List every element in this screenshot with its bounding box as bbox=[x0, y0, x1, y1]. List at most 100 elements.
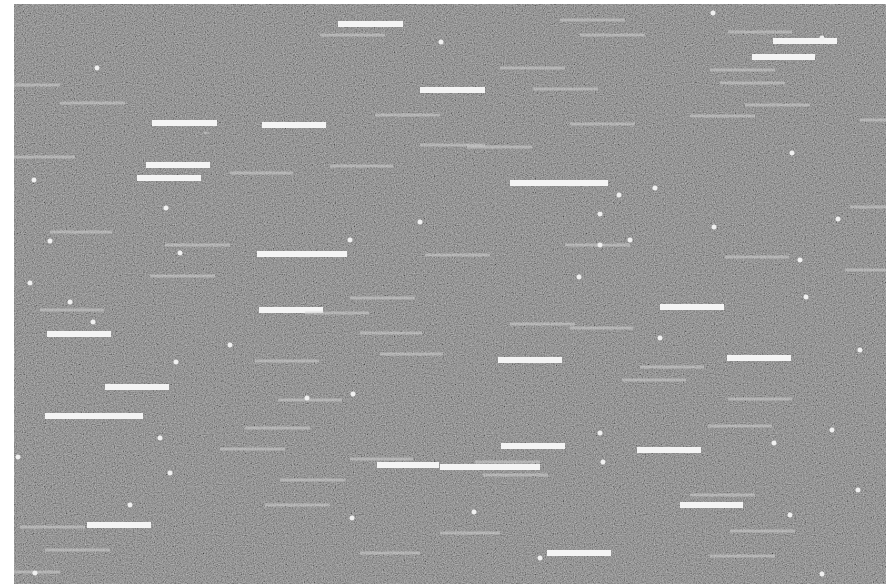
bright-streak bbox=[773, 38, 837, 44]
bright-streak bbox=[257, 251, 347, 257]
star bbox=[350, 391, 356, 397]
faint-streak bbox=[483, 473, 548, 477]
star bbox=[304, 395, 310, 401]
bright-streak bbox=[137, 175, 201, 181]
bright-streak bbox=[262, 122, 326, 128]
bright-streak bbox=[87, 522, 151, 528]
faint-streak bbox=[690, 493, 755, 497]
bright-streak bbox=[752, 54, 815, 60]
faint-streak bbox=[860, 118, 886, 122]
streaks bbox=[14, 10, 886, 577]
bright-streak bbox=[501, 443, 565, 449]
star bbox=[227, 342, 233, 348]
faint-streak bbox=[745, 103, 810, 107]
star bbox=[829, 427, 835, 433]
faint-streak bbox=[510, 322, 575, 326]
star bbox=[167, 470, 173, 476]
bright-streak bbox=[680, 502, 743, 508]
faint-streak bbox=[475, 460, 540, 464]
faint-streak bbox=[14, 83, 60, 87]
star bbox=[32, 570, 38, 576]
faint-star bbox=[206, 131, 210, 135]
bright-streak bbox=[377, 462, 439, 468]
star bbox=[31, 177, 37, 183]
star bbox=[771, 440, 777, 446]
bright-streak bbox=[47, 331, 111, 337]
faint-streak bbox=[14, 155, 75, 159]
star bbox=[347, 237, 353, 243]
faint-streak bbox=[245, 426, 310, 430]
faint-streak bbox=[467, 145, 532, 149]
star bbox=[163, 205, 169, 211]
faint-streak bbox=[320, 33, 385, 37]
faint-streak bbox=[230, 171, 293, 175]
faint-streak bbox=[560, 18, 625, 22]
faint-streak bbox=[40, 308, 104, 312]
bright-streak bbox=[45, 413, 143, 419]
star bbox=[711, 224, 717, 230]
star bbox=[803, 294, 809, 300]
faint-streak bbox=[360, 551, 420, 555]
faint-streak bbox=[255, 359, 319, 363]
bright-streak bbox=[637, 447, 701, 453]
faint-streak bbox=[500, 66, 565, 70]
faint-streak bbox=[580, 33, 645, 37]
star bbox=[173, 359, 179, 365]
bright-streak bbox=[440, 464, 540, 470]
star bbox=[576, 274, 582, 280]
faint-streak bbox=[60, 101, 125, 105]
star bbox=[597, 242, 603, 248]
faint-streak bbox=[220, 447, 285, 451]
star bbox=[15, 454, 21, 460]
star bbox=[417, 219, 423, 225]
faint-streak bbox=[710, 68, 775, 72]
bright-streak bbox=[660, 304, 724, 310]
faint-streak bbox=[570, 326, 633, 330]
star bbox=[652, 185, 658, 191]
faint-streak bbox=[640, 365, 704, 369]
faint-streak bbox=[265, 503, 330, 507]
star bbox=[27, 280, 33, 286]
faint-streak bbox=[375, 113, 440, 117]
star bbox=[819, 571, 825, 577]
faint-streak bbox=[45, 548, 110, 552]
star bbox=[616, 192, 622, 198]
star bbox=[537, 555, 543, 561]
star bbox=[710, 10, 716, 16]
faint-streak bbox=[690, 114, 755, 118]
bright-streak bbox=[420, 87, 485, 93]
bright-streak bbox=[498, 357, 562, 363]
bright-streak bbox=[338, 21, 403, 27]
star bbox=[67, 299, 73, 305]
faint-streak bbox=[20, 525, 85, 529]
bright-streak bbox=[547, 550, 611, 556]
bright-streak bbox=[146, 162, 210, 168]
star bbox=[855, 487, 861, 493]
star bbox=[90, 319, 96, 325]
star bbox=[627, 237, 633, 243]
star bbox=[797, 257, 803, 263]
star bbox=[94, 65, 100, 71]
faint-streak bbox=[278, 398, 342, 402]
bright-streak bbox=[152, 120, 217, 126]
faint-streak bbox=[280, 478, 345, 482]
star bbox=[857, 347, 863, 353]
star bbox=[597, 211, 603, 217]
faint-streak bbox=[50, 230, 112, 234]
star bbox=[349, 515, 355, 521]
star bbox=[438, 39, 444, 45]
faint-streak bbox=[730, 529, 795, 533]
star bbox=[835, 216, 841, 222]
faint-streak bbox=[710, 554, 775, 558]
star bbox=[127, 502, 133, 508]
faint-streak bbox=[850, 205, 886, 209]
faint-streak bbox=[728, 397, 792, 401]
star bbox=[819, 35, 825, 41]
star bbox=[177, 250, 183, 256]
sky-noise bbox=[14, 4, 886, 584]
faint-streak bbox=[533, 87, 598, 91]
faint-streak bbox=[728, 30, 792, 34]
faint-streak bbox=[305, 311, 369, 315]
faint-streak bbox=[622, 378, 686, 382]
